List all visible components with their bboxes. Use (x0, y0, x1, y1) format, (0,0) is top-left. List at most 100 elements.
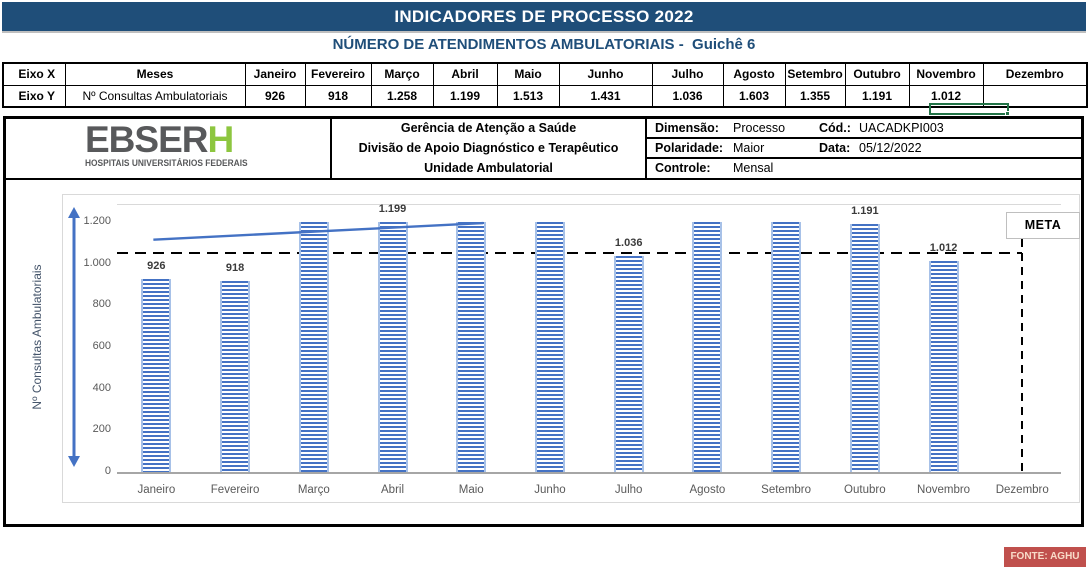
cell-value[interactable]: 918 (304, 84, 372, 108)
fill-handle[interactable] (1005, 111, 1010, 116)
x-axis-label: Novembro (917, 484, 971, 496)
chart-subtitle: NÚMERO DE ATENDIMENTOS AMBULATORIAIS - G… (332, 36, 756, 53)
indicator-panel: EBSERH HOSPITAIS UNIVERSITÁRIOS FEDERAIS… (3, 116, 1084, 527)
y-axis-arrow-icon (68, 207, 80, 467)
bar (534, 222, 565, 472)
x-axis-label: Janeiro (137, 484, 176, 496)
ebserh-wordmark: EBSERH (85, 119, 255, 160)
bar (377, 222, 408, 472)
cell-month[interactable]: Julho (651, 62, 724, 86)
org-line-3: Unidade Ambulatorial (424, 161, 553, 175)
x-axis-label: Agosto (689, 484, 726, 496)
logo-cell: EBSERH HOSPITAIS UNIVERSITÁRIOS FEDERAIS (6, 119, 332, 178)
x-axis-label: Setembro (761, 484, 812, 496)
logo-tagline: HOSPITAIS UNIVERSITÁRIOS FEDERAIS (85, 158, 248, 168)
active-cell-selection[interactable] (929, 103, 1010, 116)
cell-month[interactable]: Agosto (722, 62, 786, 86)
bar (298, 222, 329, 472)
x-axis-label: Março (297, 484, 330, 496)
controle-label: Controle: (655, 161, 711, 175)
x-axis-label: Maio (458, 484, 484, 496)
plot-area-top-border (117, 204, 1061, 205)
y-axis-title: Nº Consultas Ambulatoriais (30, 264, 44, 410)
y-axis-tick-label: 1.000 (83, 256, 111, 269)
meta-legend-box: META (1006, 212, 1080, 239)
bar (220, 280, 251, 472)
cell-month[interactable]: Janeiro (244, 62, 306, 86)
bar-value-label: 1.012 (929, 242, 958, 255)
table-row: Eixo Y Nº Consultas Ambulatoriais 926 91… (2, 84, 1088, 108)
cell-month[interactable]: Maio (496, 62, 560, 86)
y-axis-tick-label: 400 (92, 381, 111, 394)
cell-value[interactable] (982, 84, 1088, 108)
controle-value: Mensal (733, 161, 774, 175)
bar-chart[interactable]: META 0 200 400 600 800 1.000 1.200 Janeiro 926 Fe… (62, 194, 1080, 503)
x-axis-label: Dezembro (995, 484, 1049, 496)
org-unit-cell: Gerência de Atenção a Saúde Divisão de A… (332, 119, 647, 178)
bar (771, 222, 802, 472)
cell-month[interactable]: Junho (558, 62, 653, 86)
source-tag: FONTE: AGHU (1004, 547, 1086, 567)
cell-value[interactable]: 1.513 (496, 84, 560, 108)
meta-target-line (117, 252, 1022, 254)
data-label: Data: (819, 141, 851, 155)
dimensao-label: Dimensão: (655, 121, 719, 135)
bar (692, 222, 723, 472)
panel-header-strip: EBSERH HOSPITAIS UNIVERSITÁRIOS FEDERAIS… (6, 119, 1081, 180)
polaridade-value: Maior (733, 141, 765, 155)
cell-month[interactable]: Março (370, 62, 434, 86)
x-axis-label: Outubro (844, 484, 886, 496)
bar (928, 261, 959, 472)
dimensao-value: Processo (733, 121, 786, 135)
cell-month[interactable]: Abril (432, 62, 498, 86)
org-line-1: Gerência de Atenção a Saúde (400, 121, 577, 135)
trend-line (153, 221, 484, 241)
cell-month[interactable]: Outubro (844, 62, 910, 86)
y-axis-tick-label: 600 (92, 340, 111, 352)
cell-value[interactable]: 926 (244, 84, 306, 108)
cell-month[interactable]: Setembro (784, 62, 846, 86)
bar (849, 223, 880, 472)
report-title: INDICADORES DE PROCESSO 2022 (394, 7, 694, 26)
cell-month[interactable]: Dezembro (982, 62, 1088, 86)
info-row-1: Dimensão: Processo Cód.: UACADKPI003 (647, 119, 1081, 139)
logo-main-text: EBSER (85, 119, 208, 160)
bar (456, 222, 487, 472)
org-line-2: Divisão de Apoio Diagnóstico e Terapêuti… (358, 141, 619, 155)
cell-meses-header[interactable]: Meses (64, 62, 246, 86)
data-value: 05/12/2022 (859, 141, 922, 155)
cod-label: Cód.: (819, 121, 851, 135)
y-axis-tick-label: 200 (92, 423, 111, 436)
cell-series-name[interactable]: Nº Consultas Ambulatoriais (64, 84, 246, 108)
cell-eixo-y[interactable]: Eixo Y (2, 84, 66, 108)
logo-accent-letter: H (207, 119, 234, 160)
cell-value[interactable]: 1.431 (558, 84, 653, 108)
x-axis-label: Julho (614, 484, 643, 496)
bar-value-label: 1.191 (851, 204, 879, 217)
info-row-2: Polaridade: Maior Data: 05/12/2022 (647, 139, 1081, 159)
report-title-bar: INDICADORES DE PROCESSO 2022 (2, 2, 1086, 33)
cell-value[interactable]: 1.191 (844, 84, 910, 108)
cell-value[interactable]: 1.012 (908, 84, 984, 108)
bar-value-label: 926 (147, 260, 166, 273)
cell-value[interactable]: 1.258 (370, 84, 434, 108)
y-axis-tick-label: 800 (92, 298, 111, 311)
cell-month[interactable]: Fevereiro (304, 62, 372, 86)
cell-value[interactable]: 1.199 (432, 84, 498, 108)
cell-eixo-x[interactable]: Eixo X (2, 62, 66, 86)
cell-month[interactable]: Novembro (908, 62, 984, 86)
meta-vertical-line (1021, 239, 1023, 472)
ebserh-logo: EBSERH HOSPITAIS UNIVERSITÁRIOS FEDERAIS (85, 119, 255, 168)
bar (141, 279, 172, 472)
cell-value[interactable]: 1.603 (722, 84, 786, 108)
bar-value-label: 1.036 (614, 237, 643, 250)
cell-value[interactable]: 1.355 (784, 84, 846, 108)
axis-data-table: Eixo X Meses Janeiro Fevereiro Março Abr… (2, 62, 1088, 108)
bar-value-label: 1.199 (378, 203, 407, 216)
info-row-3: Controle: Mensal (647, 159, 1081, 178)
cell-value[interactable]: 1.036 (651, 84, 724, 108)
x-axis-label: Junho (534, 484, 566, 496)
polaridade-label: Polaridade: (655, 141, 724, 155)
cod-value: UACADKPI003 (859, 121, 944, 135)
